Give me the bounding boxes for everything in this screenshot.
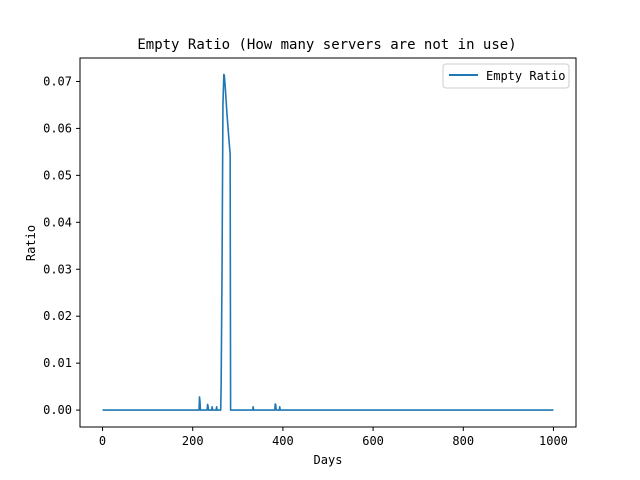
series-line-0: [102, 73, 554, 411]
axes-frame: [79, 57, 577, 428]
y-tick-label: 0.03: [43, 262, 72, 276]
x-tick-label: 0: [99, 434, 106, 448]
y-tick-label: 0.01: [43, 356, 72, 370]
plot-area: [102, 73, 554, 411]
x-axis-label: Days: [314, 453, 343, 467]
x-tick-label: 1000: [539, 434, 568, 448]
legend-label: Empty Ratio: [486, 69, 565, 83]
legend: Empty Ratio: [442, 63, 570, 89]
chart-title: Empty Ratio (How many servers are not in…: [137, 37, 516, 53]
y-axis: 0.00 0.01 0.02 0.03 0.04 0.05 0.06 0.07: [43, 74, 80, 417]
y-tick-label: 0.02: [43, 309, 72, 323]
x-tick-label: 800: [452, 434, 474, 448]
y-axis-label: Ratio: [24, 225, 38, 261]
x-tick-label: 600: [362, 434, 384, 448]
legend-box: [442, 63, 570, 89]
y-tick-label: 0.04: [43, 215, 72, 229]
x-axis: 0 200 400 600 800 1000: [99, 427, 568, 448]
y-tick-label: 0.00: [43, 403, 72, 417]
y-tick-label: 0.06: [43, 121, 72, 135]
y-tick-label: 0.05: [43, 168, 72, 182]
x-tick-label: 400: [272, 434, 294, 448]
x-tick-label: 200: [182, 434, 204, 448]
y-tick-label: 0.07: [43, 74, 72, 88]
